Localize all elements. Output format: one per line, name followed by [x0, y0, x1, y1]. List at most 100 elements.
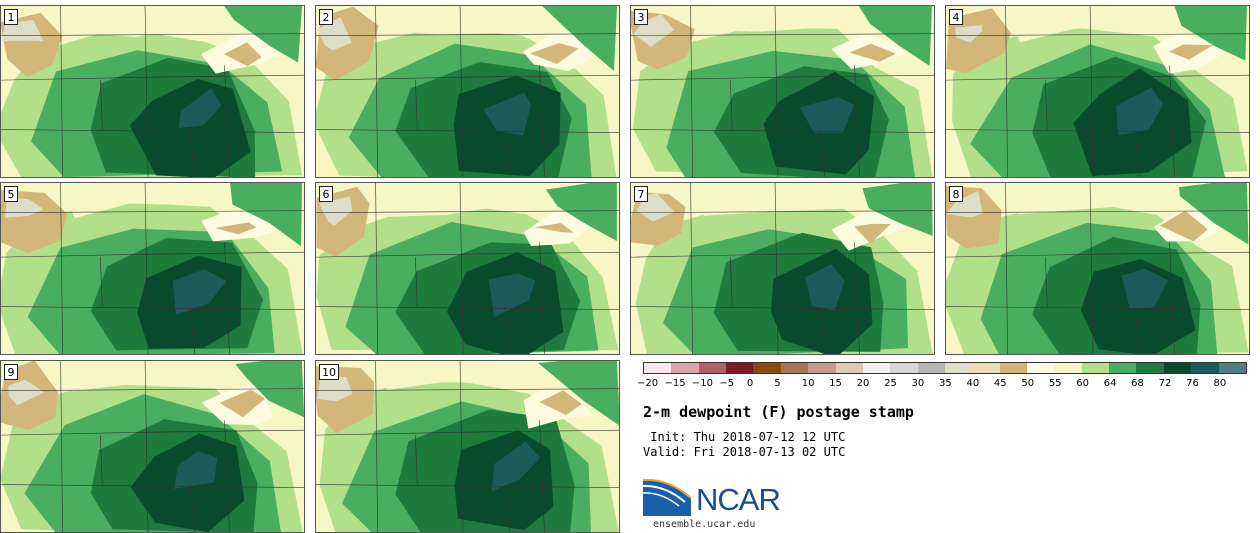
- colorbar-segment: [972, 363, 1000, 373]
- state-boundary: [316, 210, 619, 213]
- dewpoint-map: [1, 6, 304, 177]
- state-boundary: [631, 210, 934, 213]
- state-boundary: [631, 74, 934, 81]
- state-boundary: [316, 251, 619, 258]
- colorbar-segment: [1054, 363, 1082, 373]
- colorbar-tick-label: 50: [1021, 378, 1035, 389]
- state-boundary: [60, 361, 63, 532]
- moisture-max-pocket: [483, 92, 531, 136]
- dewpoint-map: [631, 183, 934, 354]
- pale-north-band: [372, 6, 551, 35]
- state-boundary: [144, 6, 149, 177]
- state-boundary: [1, 388, 304, 391]
- state-boundary: [1045, 80, 1048, 130]
- pale-north-band: [1005, 6, 1172, 43]
- colorbar-tick-label: 5: [774, 378, 781, 389]
- colorbar-tick-label: 20: [856, 378, 870, 389]
- moisture-max-pocket: [488, 273, 536, 318]
- state-boundary: [690, 6, 693, 177]
- moisture-max-pocket: [1121, 268, 1168, 309]
- panel-label: 1: [4, 9, 18, 25]
- colorbar-segment: [862, 363, 891, 373]
- dry-region-core: [317, 17, 352, 51]
- state-boundary: [459, 6, 464, 177]
- state-boundary: [1, 484, 304, 488]
- state-boundary: [144, 361, 149, 532]
- state-boundary: [1, 129, 304, 133]
- panel-label: 8: [949, 186, 963, 202]
- state-boundary: [631, 251, 934, 258]
- pale-north-band: [56, 6, 225, 38]
- state-boundary: [189, 129, 196, 177]
- state-boundary: [819, 306, 826, 354]
- state-boundary: [189, 484, 196, 532]
- colorbar-tick-label: 68: [1131, 378, 1144, 389]
- colorbar-segment: [1163, 363, 1192, 373]
- dry-region-core: [955, 25, 983, 43]
- init-time: Init: Thu 2018-07-12 12 UTC: [643, 430, 846, 444]
- colorbar-tick-label: 72: [1158, 378, 1172, 389]
- colorbar-segment: [808, 363, 836, 373]
- moisture-region-deep: [129, 78, 251, 177]
- dewpoint-map: [1, 361, 304, 532]
- panel-label: 10: [319, 364, 339, 380]
- panel-label: 4: [949, 9, 963, 25]
- state-boundary: [316, 306, 619, 310]
- state-boundary: [690, 183, 693, 354]
- state-boundary: [504, 306, 511, 354]
- moisture-max-pocket: [173, 450, 218, 489]
- state-boundary: [224, 65, 230, 177]
- dewpoint-map: [316, 183, 619, 354]
- colorbar-tick-label: −5: [719, 378, 735, 389]
- lake-dry-patch: [539, 390, 583, 415]
- state-boundary: [730, 257, 733, 307]
- pale-north-band: [691, 183, 858, 216]
- state-boundary: [631, 306, 934, 310]
- dewpoint-map: [631, 6, 934, 177]
- state-boundary: [100, 80, 103, 130]
- colorbar-segment: [890, 363, 918, 373]
- state-boundary: [316, 484, 619, 488]
- state-boundary: [1089, 183, 1094, 354]
- valid-time: Valid: Fri 2018-07-13 02 UTC: [643, 445, 846, 459]
- dewpoint-map: [316, 361, 619, 532]
- lake-dry-patch: [1169, 44, 1214, 60]
- colorbar-segment: [698, 363, 727, 373]
- colorbar-tick-label: 64: [1103, 378, 1117, 389]
- moisture-max-pocket: [178, 88, 222, 128]
- state-boundary: [189, 306, 196, 354]
- colorbar-tick-label: 45: [993, 378, 1007, 389]
- state-boundary: [774, 6, 779, 177]
- ncar-logo-icon: [643, 478, 692, 516]
- state-boundary: [504, 484, 511, 532]
- colorbar-tick-label: 30: [911, 378, 925, 389]
- state-boundary: [504, 129, 511, 177]
- colorbar-segment: [780, 363, 809, 373]
- state-boundary: [60, 6, 63, 177]
- colorbar-segment: [753, 363, 781, 373]
- state-boundary: [316, 33, 619, 36]
- lake-dry-patch: [224, 42, 262, 67]
- map-panel: 9: [0, 360, 305, 533]
- lake-dry-patch: [849, 43, 896, 62]
- dewpoint-map: [1, 183, 304, 354]
- state-boundary: [60, 183, 63, 354]
- colorbar-tick-label: 76: [1186, 378, 1199, 389]
- state-boundary: [100, 435, 103, 485]
- colorbar-tick-label: 80: [1213, 378, 1227, 389]
- dry-region-core: [8, 379, 45, 406]
- map-panel: 4: [945, 5, 1250, 178]
- state-boundary: [1045, 257, 1048, 307]
- northeast-moist-strip: [1178, 183, 1249, 245]
- map-panel: 7: [630, 182, 935, 355]
- panel-label: 7: [634, 186, 648, 202]
- state-boundary: [946, 210, 1249, 213]
- dry-region-core: [1, 20, 44, 42]
- panel-label: 3: [634, 9, 648, 25]
- colorbar-segment: [644, 363, 672, 373]
- state-boundary: [375, 361, 378, 532]
- northeast-moist-strip: [545, 183, 617, 242]
- state-boundary: [1005, 183, 1008, 354]
- colorbar-tick-label: 60: [1076, 378, 1089, 389]
- panel-label: 5: [4, 186, 18, 202]
